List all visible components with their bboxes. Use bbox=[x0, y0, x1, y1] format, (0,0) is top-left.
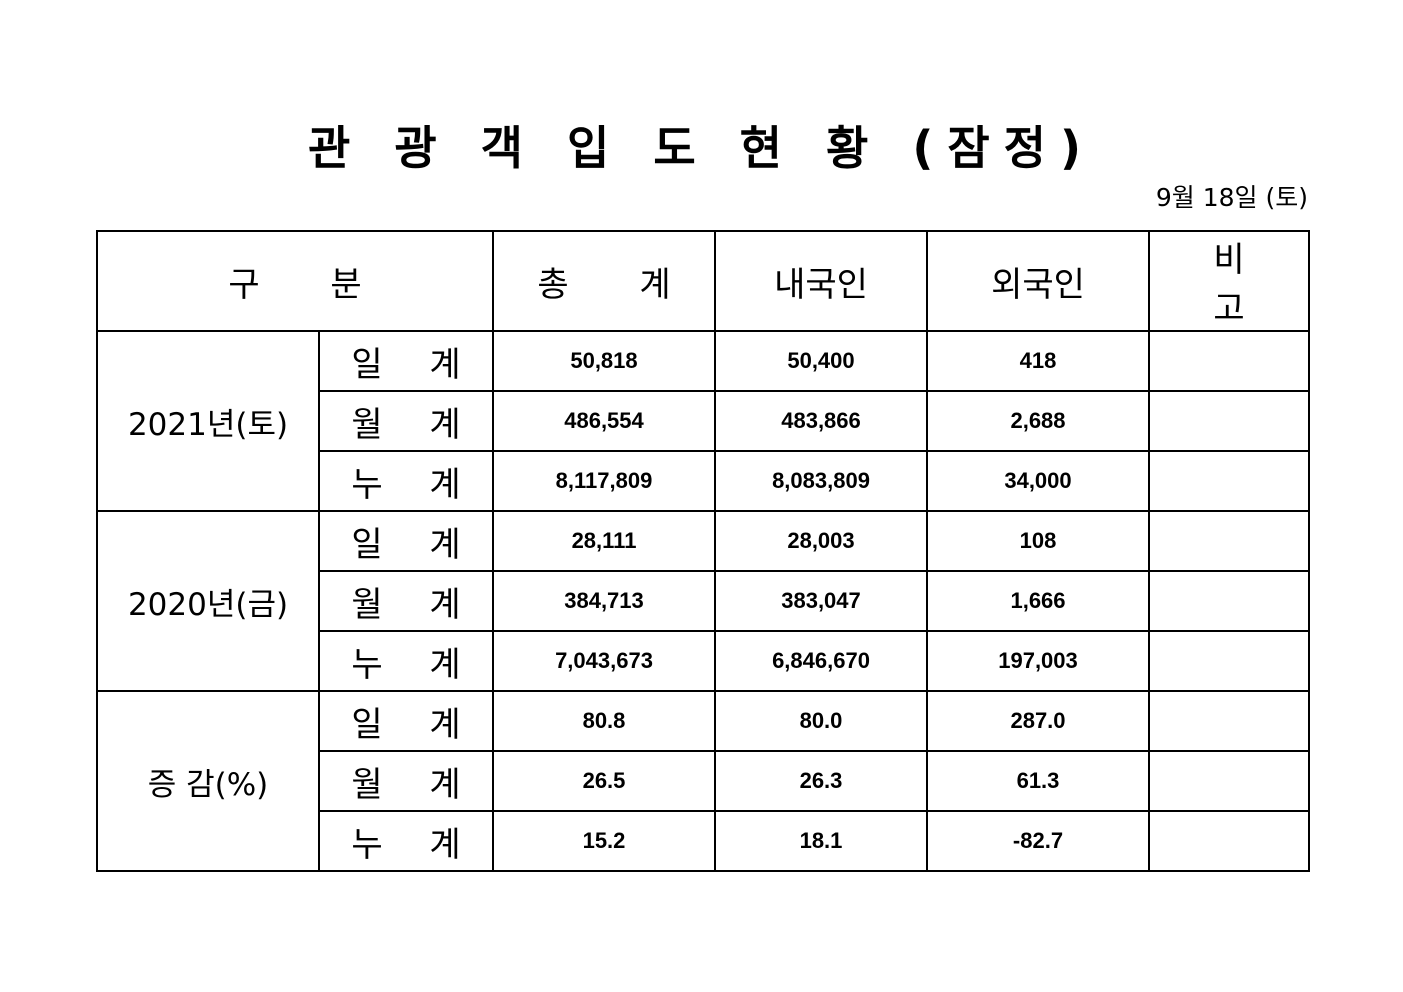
period-label: 일 계 bbox=[318, 510, 494, 572]
foreign-cell: 418 bbox=[926, 330, 1150, 392]
note-cell bbox=[1148, 810, 1310, 872]
total-cell: 26.5 bbox=[492, 750, 716, 812]
period-label: 일 계 bbox=[318, 690, 494, 752]
total-cell: 7,043,673 bbox=[492, 630, 716, 692]
note-cell bbox=[1148, 330, 1310, 392]
group-label: 증 감(%) bbox=[96, 690, 320, 872]
foreign-cell: 197,003 bbox=[926, 630, 1150, 692]
group-label: 2020년(금) bbox=[96, 510, 320, 692]
period-label: 월 계 bbox=[318, 390, 494, 452]
domestic-cell: 28,003 bbox=[714, 510, 928, 572]
note-cell bbox=[1148, 690, 1310, 752]
table-row: 증 감(%) 일 계 80.8 80.0 287.0 bbox=[96, 690, 1310, 872]
foreign-cell: 287.0 bbox=[926, 690, 1150, 752]
table-row: 월 계 26.5 26.3 61.3 bbox=[97, 750, 1310, 812]
domestic-cell: 6,846,670 bbox=[714, 630, 928, 692]
report-date: 9월 18일 (토) bbox=[1155, 183, 1308, 212]
total-cell: 384,713 bbox=[492, 570, 716, 632]
foreign-cell: 61.3 bbox=[926, 750, 1150, 812]
table-row: 2020년(금) 일 계 28,111 28,003 108 bbox=[96, 510, 1310, 692]
table-row: 월 계 384,713 383,047 1,666 bbox=[97, 570, 1310, 632]
table-row: 월 계 486,554 483,866 2,688 bbox=[97, 390, 1310, 452]
foreign-cell: 34,000 bbox=[926, 450, 1150, 512]
header-foreign: 외국인 bbox=[926, 230, 1150, 332]
group-label: 2021년(토) bbox=[96, 330, 320, 512]
domestic-cell: 483,866 bbox=[714, 390, 928, 452]
domestic-cell: 383,047 bbox=[714, 570, 928, 632]
note-cell bbox=[1148, 750, 1310, 812]
header-note: 비 고 bbox=[1148, 230, 1310, 332]
note-cell bbox=[1148, 570, 1310, 632]
note-cell bbox=[1148, 450, 1310, 512]
period-label: 월 계 bbox=[318, 750, 494, 812]
domestic-cell: 80.0 bbox=[714, 690, 928, 752]
table-row: 2021년(토) 일 계 50,818 50,400 418 bbox=[96, 330, 1310, 512]
foreign-cell: 108 bbox=[926, 510, 1150, 572]
total-cell: 80.8 bbox=[492, 690, 716, 752]
period-label: 누 계 bbox=[318, 810, 494, 872]
foreign-cell: -82.7 bbox=[926, 810, 1150, 872]
note-cell bbox=[1148, 510, 1310, 572]
header-category: 구 분 bbox=[96, 230, 494, 332]
period-label: 월 계 bbox=[318, 570, 494, 632]
note-cell bbox=[1148, 390, 1310, 452]
table-row: 누 계 8,117,809 8,083,809 34,000 bbox=[97, 450, 1310, 512]
header-total: 총 계 bbox=[492, 230, 716, 332]
total-cell: 15.2 bbox=[492, 810, 716, 872]
table-row: 누 계 15.2 18.1 -82.7 bbox=[97, 810, 1310, 872]
visitor-table: 구 분 총 계 내국인 외국인 비 고 2021년(토) 일 계 50,818 50,… bbox=[96, 230, 1310, 872]
header-row: 구 분 총 계 내국인 외국인 비 고 bbox=[96, 230, 1310, 332]
period-label: 누 계 bbox=[318, 630, 494, 692]
total-cell: 8,117,809 bbox=[492, 450, 716, 512]
foreign-cell: 1,666 bbox=[926, 570, 1150, 632]
domestic-cell: 18.1 bbox=[714, 810, 928, 872]
total-cell: 486,554 bbox=[492, 390, 716, 452]
foreign-cell: 2,688 bbox=[926, 390, 1150, 452]
table-row: 누 계 7,043,673 6,846,670 197,003 bbox=[97, 630, 1310, 692]
total-cell: 50,818 bbox=[492, 330, 716, 392]
header-domestic: 내국인 bbox=[714, 230, 928, 332]
total-cell: 28,111 bbox=[492, 510, 716, 572]
note-cell bbox=[1148, 630, 1310, 692]
period-label: 일 계 bbox=[318, 330, 494, 392]
domestic-cell: 50,400 bbox=[714, 330, 928, 392]
domestic-cell: 8,083,809 bbox=[714, 450, 928, 512]
page-title: 관 광 객 입 도 현 황 (잠정) bbox=[307, 121, 1096, 175]
period-label: 누 계 bbox=[318, 450, 494, 512]
domestic-cell: 26.3 bbox=[714, 750, 928, 812]
